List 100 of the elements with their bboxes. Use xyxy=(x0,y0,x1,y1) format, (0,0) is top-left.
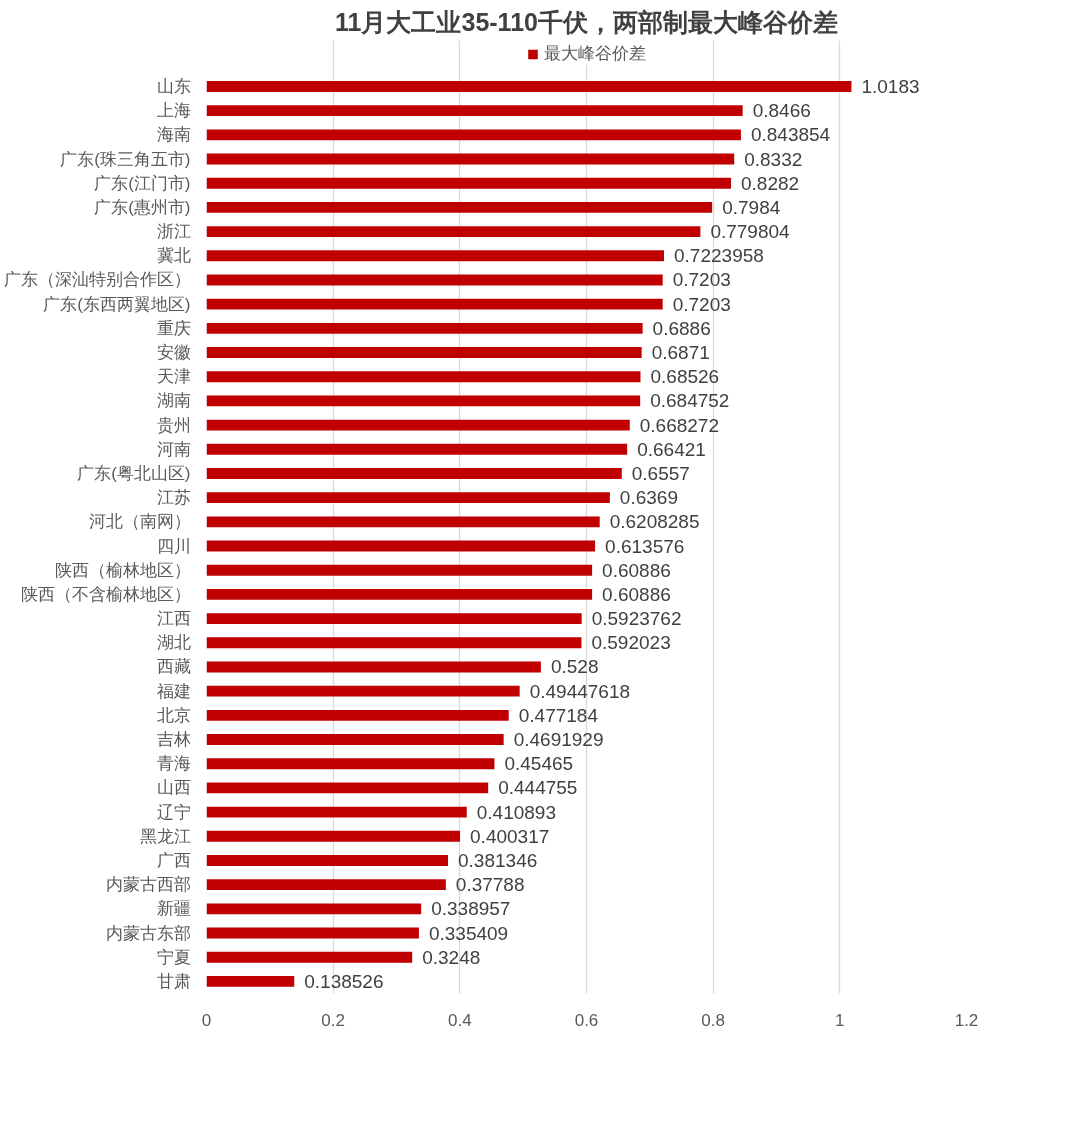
data-label: 0.7223958 xyxy=(674,245,764,267)
bar xyxy=(206,81,852,92)
data-label: 0.7203 xyxy=(672,269,731,291)
y-tick-label: 贵州 xyxy=(156,415,191,435)
bar xyxy=(206,129,741,141)
y-tick-label: 黑龙江 xyxy=(139,826,191,846)
y-tick-label: 河南 xyxy=(156,439,191,459)
data-label: 0.335409 xyxy=(428,922,509,944)
y-tick-label: 北京 xyxy=(156,705,191,725)
y-tick-label: 安徽 xyxy=(156,343,191,363)
data-label: 0.444755 xyxy=(498,777,578,799)
y-tick-label: 上海 xyxy=(156,101,191,121)
y-tick-label: 广东(粤北山区) xyxy=(77,463,191,483)
data-label: 0.6208285 xyxy=(609,511,700,533)
data-label: 0.3248 xyxy=(422,946,481,968)
bar xyxy=(206,879,446,891)
data-label: 0.5923762 xyxy=(591,608,682,630)
y-tick-label: 广东(珠三角五市) xyxy=(60,149,191,169)
y-tick-label: 西藏 xyxy=(156,657,191,677)
bar xyxy=(206,516,600,528)
bar xyxy=(206,564,593,576)
data-label: 0.6886 xyxy=(652,317,711,339)
data-label: 0.668272 xyxy=(639,414,719,436)
bar xyxy=(206,903,422,915)
y-tick-label: 内蒙古西部 xyxy=(105,875,191,895)
bar xyxy=(206,927,419,939)
y-tick-label: 广东（深汕特别合作区） xyxy=(3,270,191,290)
bar xyxy=(206,975,295,987)
bar xyxy=(206,613,582,625)
bar xyxy=(206,201,713,213)
y-tick-label: 新疆 xyxy=(156,899,191,919)
data-label: 0.6557 xyxy=(631,462,690,484)
data-label: 0.843854 xyxy=(750,124,831,146)
y-tick-label: 甘肃 xyxy=(156,971,191,991)
bar xyxy=(206,250,665,262)
data-label: 0.779804 xyxy=(710,221,791,243)
bar xyxy=(206,782,489,794)
bar xyxy=(206,443,628,455)
data-label: 1.0183 xyxy=(861,75,920,97)
bar xyxy=(206,540,596,552)
bar xyxy=(206,153,735,165)
y-tick-label: 广东(惠州市) xyxy=(94,197,191,217)
bar xyxy=(206,588,593,600)
data-label: 0.338957 xyxy=(431,898,511,920)
bar xyxy=(206,419,630,431)
y-tick-label: 福建 xyxy=(156,681,191,701)
data-label: 0.49447618 xyxy=(529,680,631,702)
bar xyxy=(206,274,663,286)
data-label: 0.6369 xyxy=(619,487,678,509)
data-label: 0.410893 xyxy=(476,801,556,823)
x-tick-label: 0.4 xyxy=(448,1010,472,1030)
data-label: 0.528 xyxy=(550,656,599,678)
data-label: 0.613576 xyxy=(605,535,685,557)
y-tick-label: 陕西（不含榆林地区） xyxy=(20,584,191,604)
y-tick-label: 江苏 xyxy=(156,488,191,508)
y-tick-label: 辽宁 xyxy=(156,802,191,822)
bar xyxy=(206,347,642,358)
bar xyxy=(206,226,701,238)
data-label: 0.8332 xyxy=(744,148,803,170)
y-tick-label: 四川 xyxy=(156,536,191,556)
data-label: 0.592023 xyxy=(591,632,671,654)
data-label: 0.66421 xyxy=(637,438,706,460)
x-tick-label: 0.6 xyxy=(574,1010,599,1030)
x-tick-label: 0.8 xyxy=(701,1010,725,1030)
y-tick-label: 天津 xyxy=(156,367,191,387)
data-label: 0.60886 xyxy=(602,583,671,605)
chart-title: 11月大工业35-110千伏，两部制最大峰谷价差 xyxy=(335,7,838,36)
data-label: 0.138526 xyxy=(304,970,384,992)
y-tick-label: 广东(江门市) xyxy=(94,173,191,193)
bar xyxy=(206,105,743,117)
y-tick-label: 陕西（榆林地区） xyxy=(54,560,191,580)
y-tick-label: 海南 xyxy=(156,125,191,145)
bar xyxy=(206,371,641,383)
y-tick-label: 山东 xyxy=(156,76,191,96)
y-tick-label: 广西 xyxy=(156,850,191,870)
y-tick-label: 广东(东西两翼地区) xyxy=(43,294,191,314)
data-label: 0.477184 xyxy=(518,704,599,726)
y-tick-label: 内蒙古东部 xyxy=(105,923,191,943)
y-tick-label: 冀北 xyxy=(156,246,191,266)
bar xyxy=(206,661,541,673)
x-tick-label: 0 xyxy=(201,1010,212,1030)
data-label: 0.6871 xyxy=(651,342,710,364)
y-tick-label: 宁夏 xyxy=(156,947,191,967)
y-tick-label: 青海 xyxy=(156,754,191,774)
data-label: 0.684752 xyxy=(650,390,730,412)
data-label: 0.60886 xyxy=(602,559,671,581)
data-label: 0.8466 xyxy=(752,100,811,122)
bar xyxy=(206,709,509,721)
y-tick-label: 重庆 xyxy=(156,318,191,338)
bar xyxy=(206,951,413,963)
data-label: 0.4691929 xyxy=(513,729,604,751)
bar xyxy=(206,298,663,310)
data-label: 0.7203 xyxy=(672,293,731,315)
x-tick-label: 0.2 xyxy=(321,1010,345,1030)
y-tick-label: 山西 xyxy=(156,778,191,798)
x-tick-label: 1 xyxy=(835,1010,845,1030)
bar xyxy=(206,395,641,407)
legend-label: 最大峰谷价差 xyxy=(543,43,646,65)
y-tick-label: 湖北 xyxy=(156,633,191,653)
bar xyxy=(206,685,520,697)
